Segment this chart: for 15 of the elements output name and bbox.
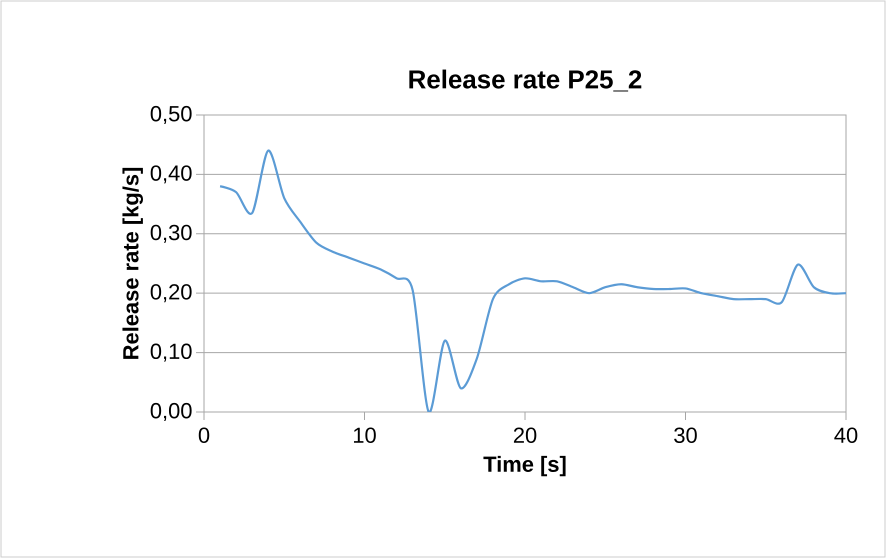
chart-title: Release rate P25_2	[409, 70, 642, 92]
y-tick-label: 0,30	[150, 224, 192, 243]
y-axis-title: Release rate [kg/s]	[122, 168, 143, 359]
y-tick-label: 0,10	[150, 344, 192, 362]
x-axis-title: Time [s]	[483, 456, 566, 476]
y-tick-label: 0,50	[150, 106, 192, 124]
y-tick-label: 0,00	[150, 402, 192, 422]
y-tick-label: 0,20	[150, 284, 192, 302]
x-tick-label: 0	[198, 427, 210, 444]
x-tick-label: 10	[354, 427, 376, 444]
x-tick-label: 30	[674, 427, 697, 444]
x-tick-label: 20	[514, 427, 536, 444]
y-tick-label: 0,40	[150, 165, 192, 184]
line-series	[218, 150, 846, 412]
x-tick-label: 40	[834, 427, 858, 444]
